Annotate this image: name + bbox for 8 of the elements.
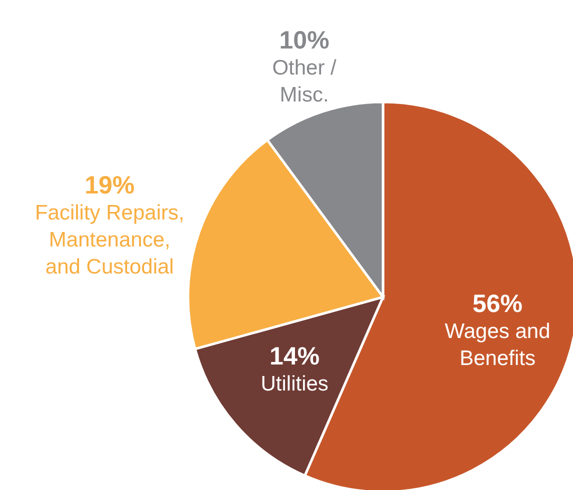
slice-label: Utilities: [260, 372, 328, 396]
slice-label: Wages and Benefits: [444, 320, 550, 370]
data-label: 56%: [472, 290, 523, 318]
data-label: 14%: [270, 342, 320, 371]
slice-label: Other / Misc.: [272, 56, 337, 106]
slice-label: Facility Repairs, Mantenance, and Custodial: [34, 201, 184, 278]
data-label: 19%: [84, 171, 135, 200]
data-label: 10%: [279, 26, 330, 54]
